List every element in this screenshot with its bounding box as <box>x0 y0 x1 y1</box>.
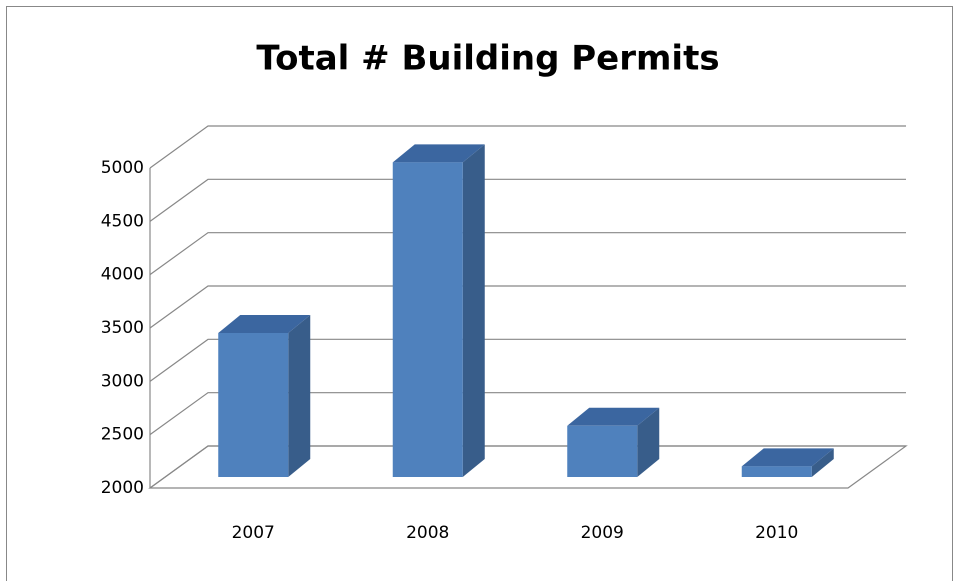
bar <box>218 333 289 477</box>
grid-line <box>149 392 906 436</box>
bar-side <box>462 144 485 478</box>
y-tick-label: 3000 <box>101 371 144 391</box>
x-tick-label: 2010 <box>755 523 798 543</box>
grid-line <box>149 445 906 489</box>
x-tick-label: 2009 <box>581 523 624 543</box>
bar-side <box>637 407 660 477</box>
bar-side <box>811 448 834 477</box>
bar-top <box>392 144 485 163</box>
bar-top <box>741 448 834 467</box>
y-tick-label: 2000 <box>101 478 144 498</box>
bar-top <box>567 407 660 426</box>
y-tick-label: 2500 <box>101 425 144 445</box>
bar-top <box>218 315 311 333</box>
bar <box>392 162 463 478</box>
bar <box>741 466 812 477</box>
y-tick-label: 4000 <box>101 265 144 285</box>
grid-line <box>149 232 906 276</box>
grid-line <box>149 178 906 222</box>
grid-line <box>149 338 906 382</box>
y-tick-label: 5000 <box>101 158 144 178</box>
x-tick-label: 2008 <box>406 523 449 543</box>
x-tick-label: 2007 <box>232 523 275 543</box>
grid-line <box>149 285 906 329</box>
grid-line <box>149 125 906 169</box>
y-tick-label: 4500 <box>101 211 144 231</box>
bar <box>567 425 638 477</box>
bar-side <box>288 315 311 477</box>
y-tick-label: 3500 <box>101 318 144 338</box>
chart-title: Total # Building Permits <box>256 39 719 79</box>
